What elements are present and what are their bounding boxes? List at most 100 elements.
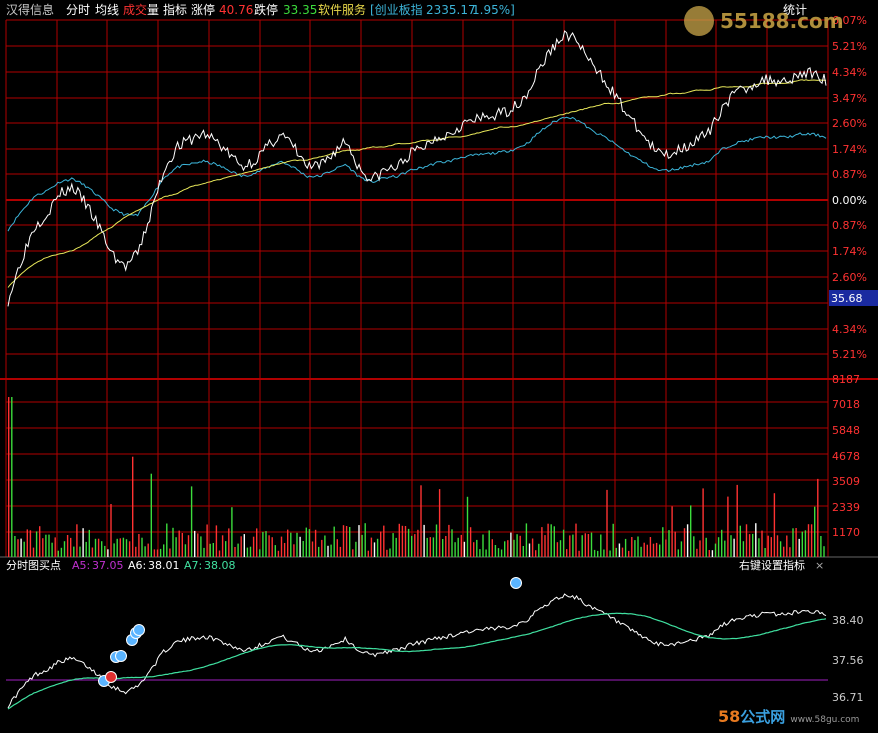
- tab-volume-suffix[interactable]: 量: [147, 3, 160, 17]
- indicator-settings-hint[interactable]: 右键设置指标: [739, 559, 805, 572]
- volume-bar: [786, 535, 788, 557]
- watermark-cn: 公式网: [740, 708, 786, 726]
- volume-bar: [404, 526, 407, 557]
- volume-bar: [566, 549, 568, 557]
- volume-bar: [631, 537, 633, 557]
- volume-bar: [73, 546, 75, 557]
- volume-bar: [733, 538, 735, 557]
- volume-bar: [423, 524, 425, 557]
- volume-bar: [711, 550, 714, 557]
- volume-bar: [20, 538, 22, 557]
- tab-indicator[interactable]: 指标: [163, 3, 188, 17]
- volume-bar: [392, 533, 394, 557]
- volume-bar: [116, 538, 118, 557]
- volume-bar: [150, 473, 152, 557]
- volume-bar: [652, 543, 655, 557]
- volume-bar: [32, 547, 35, 557]
- volume-bar: [662, 527, 664, 557]
- volume-bar: [752, 533, 754, 557]
- price-axis-label: 2.60%: [832, 271, 867, 284]
- volume-bar: [336, 539, 338, 557]
- volume-bar: [54, 537, 56, 557]
- volume-bar: [370, 537, 373, 557]
- volume-bar: [11, 397, 13, 557]
- price-line: [7, 30, 827, 307]
- volume-bar: [296, 532, 298, 557]
- volume-bar: [82, 528, 84, 557]
- volume-bar: [714, 543, 717, 557]
- price-axis-label: 1.74%: [832, 143, 867, 156]
- volume-bar: [197, 533, 199, 557]
- volume-bar: [643, 542, 645, 557]
- price-axis-label: 1.74%: [832, 245, 867, 258]
- volume-bar: [125, 539, 128, 557]
- volume-bar: [231, 507, 233, 557]
- volume-bar: [454, 542, 456, 557]
- volume-bar: [268, 535, 270, 557]
- volume-bar: [438, 489, 441, 557]
- volume-bar: [640, 546, 642, 557]
- volume-bar: [525, 523, 528, 557]
- volume-bar: [742, 541, 745, 557]
- tab-volume[interactable]: 成交: [123, 3, 148, 17]
- stats-button[interactable]: 统计: [783, 3, 808, 17]
- volume-bar: [386, 549, 388, 557]
- volume-bar: [724, 540, 726, 557]
- tab-intraday[interactable]: 分时: [66, 3, 91, 17]
- volume-bar: [504, 541, 506, 557]
- volume-bar: [76, 524, 78, 557]
- volume-bar: [194, 530, 196, 557]
- volume-bar: [659, 544, 661, 557]
- volume-bar: [801, 531, 803, 557]
- buy-point-marker: [105, 671, 117, 683]
- volume-bar: [442, 539, 444, 557]
- a5-value: 37.05: [92, 559, 124, 572]
- volume-bar: [609, 550, 611, 557]
- volume-bar: [373, 542, 376, 557]
- volume-bar: [246, 547, 249, 557]
- volume-bar: [234, 547, 236, 557]
- volume-bar: [225, 541, 227, 557]
- watermark-num: 58: [718, 707, 741, 726]
- indicator-title[interactable]: 分时图买点: [6, 559, 61, 572]
- volume-bar: [569, 535, 571, 557]
- limit-up-value: 40.76: [219, 3, 254, 17]
- volume-bar: [624, 538, 627, 557]
- volume-bar: [655, 542, 658, 557]
- volume-bar: [739, 525, 741, 557]
- volume-bar: [507, 540, 509, 557]
- price-axis-label: 3.47%: [832, 92, 867, 105]
- close-icon[interactable]: ×: [815, 559, 825, 572]
- price-axis-label: 5.21%: [832, 348, 867, 361]
- a7-value: 38.08: [204, 559, 236, 572]
- limit-down-label: 跌停: [254, 3, 279, 17]
- current-price-tag-box: [829, 290, 878, 306]
- volume-bar: [299, 536, 301, 557]
- volume-bar: [172, 527, 174, 557]
- indicator-axis-label: 38.40: [832, 614, 864, 627]
- volume-bar: [132, 456, 134, 557]
- volume-bar: [256, 528, 258, 557]
- volume-bar: [445, 536, 447, 557]
- volume-bar: [699, 540, 701, 557]
- volume-bar: [221, 535, 224, 557]
- volume-bar: [203, 547, 205, 557]
- volume-bar: [398, 523, 400, 557]
- volume-axis-label: 4678: [832, 450, 860, 463]
- volume-bar: [606, 489, 608, 557]
- sector-name[interactable]: 软件服务: [318, 3, 367, 17]
- volume-bar: [721, 529, 723, 557]
- volume-bar: [23, 541, 25, 557]
- volume-bar: [345, 526, 348, 557]
- volume-bar: [575, 523, 577, 557]
- volume-bar: [417, 529, 419, 557]
- buy-point-marker: [115, 650, 127, 662]
- volume-bar: [519, 535, 521, 557]
- tab-ma[interactable]: 均线: [95, 3, 120, 17]
- volume-bar: [342, 525, 345, 557]
- volume-bar: [314, 529, 317, 557]
- volume-bar: [810, 524, 813, 557]
- volume-bar: [513, 539, 515, 557]
